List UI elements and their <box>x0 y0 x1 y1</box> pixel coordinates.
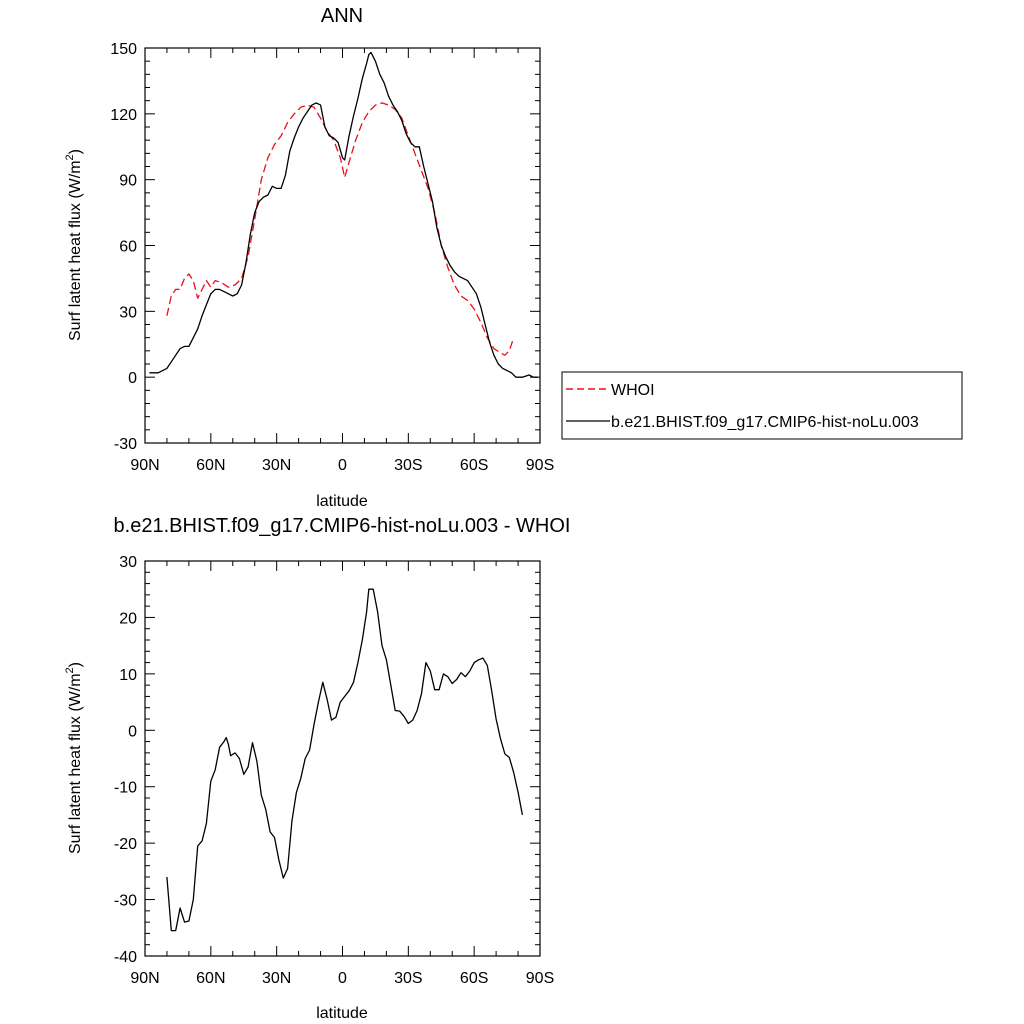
y-axis-label-end-bottom: ) <box>67 662 84 667</box>
x-tick-label-bottom: 30S <box>394 970 422 987</box>
series-group-top <box>149 51 538 378</box>
y-tick-label-bottom: 10 <box>119 667 137 684</box>
x-tick-label-bottom: 90N <box>130 970 159 987</box>
y-tick-label-top: -30 <box>114 436 137 453</box>
ticks-top: 90N 60N 30N 0 30S 60S 90S -30 0 30 60 90 120 150 <box>110 41 554 474</box>
y-axis-label-main-top: Surf latent heat flux (W/m <box>67 160 84 341</box>
x-tick-label-bottom: 60S <box>460 970 488 987</box>
x-tick-label-top: 90S <box>526 457 554 474</box>
x-axis-label-bottom: latitude <box>316 1005 368 1022</box>
series-group-bottom <box>166 588 524 932</box>
x-tick-label-top: 30S <box>394 457 422 474</box>
y-tick-label-bottom: 0 <box>128 723 137 740</box>
y-axis-label-main-bottom: Surf latent heat flux (W/m <box>67 673 84 854</box>
x-tick-label-bottom: 0 <box>338 970 347 987</box>
y-tick-label-top: 0 <box>128 370 137 387</box>
legend-label-model: b.e21.BHIST.f09_g17.CMIP6-hist-noLu.003 <box>611 414 919 431</box>
y-tick-label-top: 90 <box>119 173 137 190</box>
x-tick-label-top: 60N <box>196 457 225 474</box>
series-line-top-0 <box>166 102 515 356</box>
chart-title-bottom: b.e21.BHIST.f09_g17.CMIP6-hist-noLu.003 … <box>114 515 571 537</box>
ticks-bottom: 90N 60N 30N 0 30S 60S 90S -40 -30 -20 -10 0 10 20 30 <box>114 554 554 987</box>
y-tick-label-bottom: -20 <box>114 836 137 853</box>
y-tick-label-top: 30 <box>119 304 137 321</box>
x-tick-label-top: 30N <box>262 457 291 474</box>
x-tick-label-top: 0 <box>338 457 347 474</box>
y-tick-label-top: 150 <box>110 41 137 58</box>
plot-frame-bottom <box>144 560 541 957</box>
x-tick-label-top: 60S <box>460 457 488 474</box>
plot-frame-top <box>144 47 541 444</box>
y-tick-label-bottom: 30 <box>119 554 137 571</box>
x-tick-label-bottom: 90S <box>526 970 554 987</box>
y-tick-label-top: 60 <box>119 239 137 256</box>
y-tick-label-top: 120 <box>110 107 137 124</box>
y-tick-label-bottom: -30 <box>114 893 137 910</box>
y-tick-label-bottom: -40 <box>114 949 137 966</box>
legend-box <box>561 371 963 440</box>
bottom-chart: b.e21.BHIST.f09_g17.CMIP6-hist-noLu.003 … <box>64 515 570 1022</box>
series-line-bottom-0 <box>166 588 524 932</box>
y-tick-label-bottom: -10 <box>114 780 137 797</box>
legend: WHOI b.e21.BHIST.f09_g17.CMIP6-hist-noLu… <box>561 371 963 440</box>
y-axis-label-bottom: Surf latent heat flux (W/m2) <box>64 662 84 854</box>
top-chart: ANN 90N 60N 30N 0 30S 60S 90S-300306090120150 … <box>64 5 554 510</box>
x-tick-label-bottom: 30N <box>262 970 291 987</box>
x-axis-label-top: latitude <box>316 493 368 510</box>
y-axis-label-sup-top: 2 <box>64 154 76 160</box>
y-axis-label-end-top: ) <box>67 149 84 154</box>
chart-title-top: ANN <box>321 5 363 27</box>
y-axis-label-sup-bottom: 2 <box>64 667 76 673</box>
legend-label-whoi: WHOI <box>611 382 655 399</box>
y-tick-label-bottom: 20 <box>119 610 137 627</box>
x-tick-label-top: 90N <box>130 457 159 474</box>
x-tick-label-bottom: 60N <box>196 970 225 987</box>
y-axis-label-top: Surf latent heat flux (W/m2) <box>64 149 84 341</box>
series-line-top-1 <box>149 51 538 378</box>
